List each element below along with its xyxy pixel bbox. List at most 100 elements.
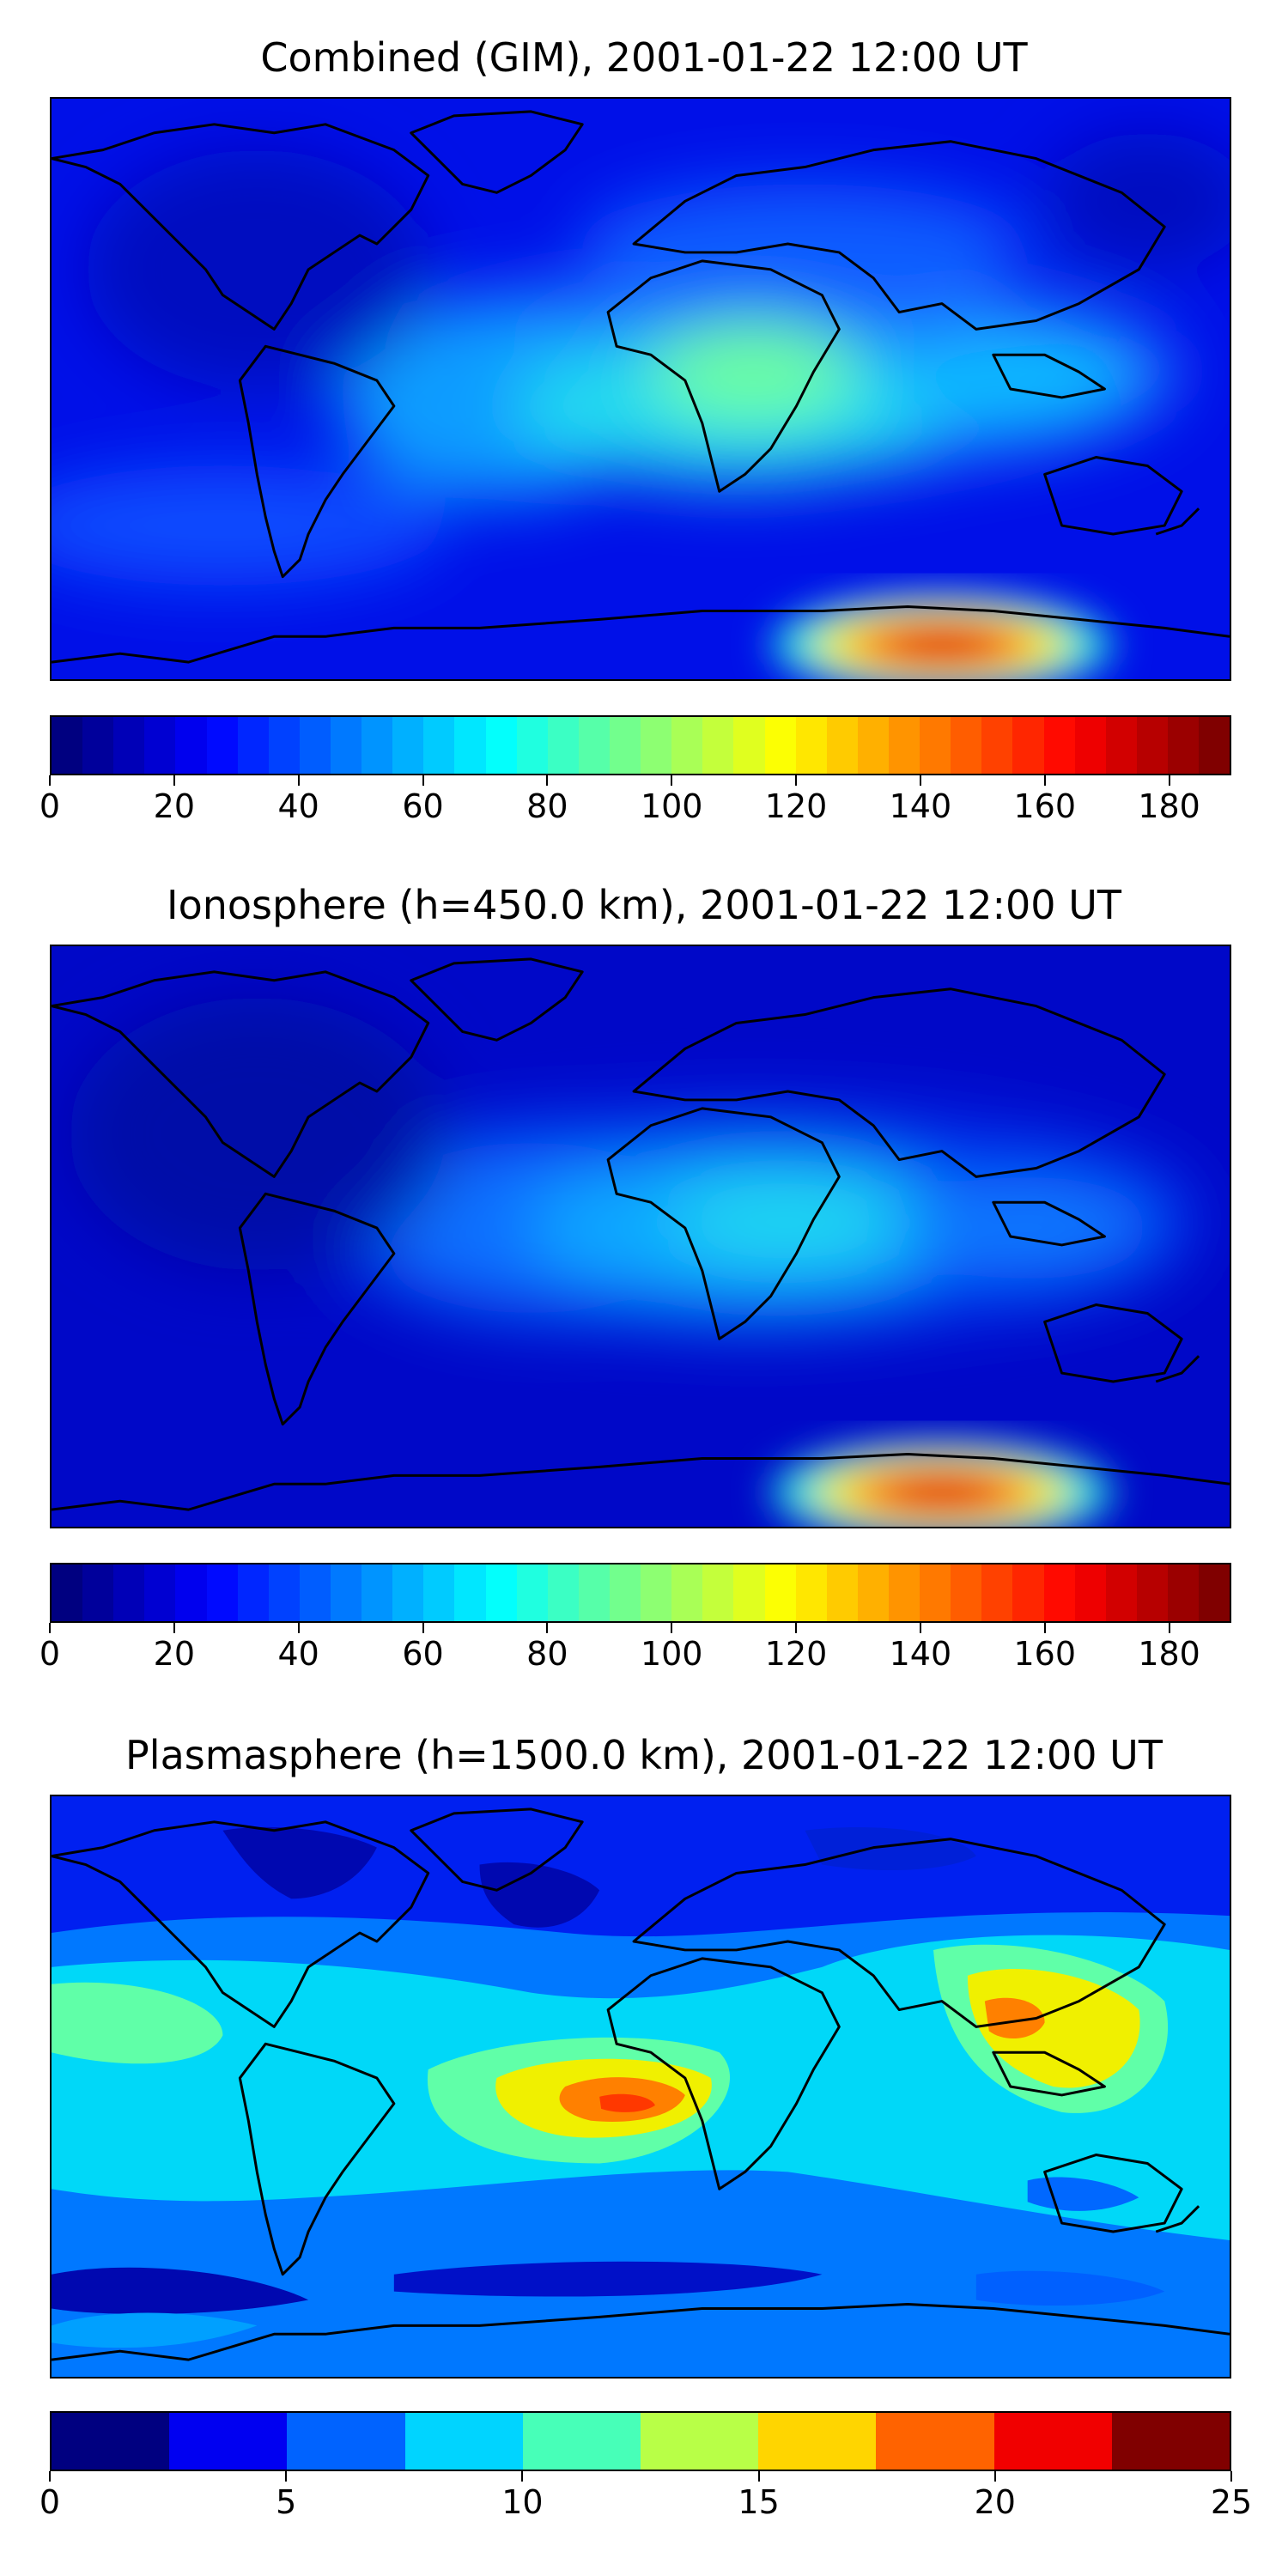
- colorbar-segment: [113, 717, 145, 774]
- colorbar-segment: [733, 717, 765, 774]
- colorbar-plasmasphere: [50, 2411, 1231, 2471]
- colorbar-segment: [702, 1564, 734, 1621]
- colorbar-segment: [423, 717, 455, 774]
- colorbar-segment: [287, 2413, 405, 2470]
- colorbar-tick-label: 60: [402, 1635, 444, 1673]
- colorbar-segment: [733, 1564, 765, 1621]
- colorbar-segment: [237, 717, 269, 774]
- colorbar-segment: [1105, 717, 1137, 774]
- colorbar-segment: [392, 1564, 424, 1621]
- colorbar-segment: [547, 717, 579, 774]
- colorbar-segment: [1074, 717, 1106, 774]
- colorbar-segment: [1111, 2413, 1230, 2470]
- colorbar-segment: [1012, 1564, 1044, 1621]
- colorbar-segment: [52, 2413, 170, 2470]
- colorbar-tick-label: 140: [889, 1635, 952, 1673]
- colorbar-segment: [857, 717, 889, 774]
- panel-title-ionosphere: Ionosphere (h=450.0 km), 2001-01-22 12:0…: [167, 882, 1121, 928]
- colorbar-segment: [392, 717, 424, 774]
- coastlines: [52, 110, 1230, 664]
- colorbar-segment: [82, 1564, 114, 1621]
- colorbar-tick-label: 20: [153, 787, 196, 825]
- colorbar-tick-label: 10: [501, 2483, 544, 2521]
- coastlines: [52, 1807, 1230, 2361]
- colorbar-tick-label: 120: [764, 1635, 828, 1673]
- colorbar-segment: [1074, 1564, 1106, 1621]
- map-ionosphere: [50, 945, 1231, 1528]
- colorbar-combined: [50, 715, 1231, 775]
- colorbar-segment: [547, 1564, 579, 1621]
- colorbar-tick: [1168, 775, 1170, 786]
- colorbar-segment: [1136, 1564, 1168, 1621]
- colorbar-segment: [1012, 717, 1044, 774]
- colorbar-tick-label: 140: [889, 787, 952, 825]
- map-plasmasphere-svg: [52, 1796, 1230, 2377]
- colorbar-tick-label: 120: [764, 787, 828, 825]
- colorbar-tick: [1043, 1623, 1046, 1633]
- colorbar-segment: [237, 1564, 269, 1621]
- colorbar-segment: [826, 717, 858, 774]
- colorbar-segment: [82, 717, 114, 774]
- colorbar-segment: [876, 2413, 994, 2470]
- colorbar-segment: [951, 717, 982, 774]
- colorbar-segment: [993, 2413, 1112, 2470]
- colorbar-tick-label: 20: [153, 1635, 196, 1673]
- colorbar-segment: [1199, 717, 1230, 774]
- colorbar-tick-label: 80: [526, 1635, 568, 1673]
- colorbar-tick-label: 160: [1013, 787, 1076, 825]
- colorbar-segment: [609, 1564, 641, 1621]
- colorbar-tick: [546, 775, 549, 786]
- colorbar-tick: [1043, 775, 1046, 786]
- colorbar-tick: [49, 775, 51, 786]
- colorbar-segment: [1105, 1564, 1137, 1621]
- colorbar-tick: [173, 1623, 175, 1633]
- colorbar-segment: [1167, 717, 1200, 774]
- map-combined: [50, 97, 1231, 681]
- colorbar-tick-label: 5: [276, 2483, 297, 2521]
- colorbar-tick: [521, 2471, 524, 2482]
- colorbar-segment: [206, 717, 238, 774]
- colorbar-tick: [297, 775, 300, 786]
- colorbar-segment: [702, 717, 734, 774]
- colorbar-segment: [1043, 717, 1075, 774]
- map-plasmasphere: [50, 1795, 1231, 2379]
- colorbar-segment: [268, 717, 300, 774]
- colorbar-tick-label: 25: [1210, 2483, 1253, 2521]
- colorbar-tick-label: 160: [1013, 1635, 1076, 1673]
- colorbar-segment: [641, 2413, 759, 2470]
- colorbar-tick-label: 60: [402, 787, 444, 825]
- panel-title-plasmasphere: Plasmasphere (h=1500.0 km), 2001-01-22 1…: [125, 1732, 1163, 1778]
- colorbar-segment: [169, 2413, 288, 2470]
- colorbar-tick-label: 100: [640, 787, 703, 825]
- colorbar-tick-label: 20: [974, 2483, 1016, 2521]
- colorbar-segment: [516, 1564, 548, 1621]
- colorbar-segment: [404, 2413, 523, 2470]
- colorbar-tick: [993, 2471, 996, 2482]
- map-ionosphere-svg: [52, 946, 1230, 1527]
- colorbar-segment: [641, 1564, 672, 1621]
- colorbar-segment: [299, 717, 331, 774]
- colorbar-segment: [454, 717, 486, 774]
- colorbar-tick: [919, 775, 921, 786]
- colorbar-tick: [1230, 2471, 1232, 2482]
- colorbar-tick: [546, 1623, 549, 1633]
- colorbar-segment: [888, 717, 920, 774]
- colorbar-tick-label: 0: [39, 1635, 61, 1673]
- colorbar-segment: [144, 1564, 176, 1621]
- colorbar-tick: [422, 1623, 424, 1633]
- colorbar-tick: [422, 775, 424, 786]
- colorbar-segment: [951, 1564, 982, 1621]
- colorbar-segment: [920, 1564, 951, 1621]
- colorbar-segment: [1136, 717, 1168, 774]
- colorbar-segment: [423, 1564, 455, 1621]
- colorbar-tick: [49, 2471, 51, 2482]
- colorbar-segment: [609, 717, 641, 774]
- colorbar-segment: [485, 717, 517, 774]
- colorbar-tick: [671, 775, 673, 786]
- colorbar-segment: [299, 1564, 331, 1621]
- colorbar-segment: [175, 717, 207, 774]
- colorbar-segment: [1199, 1564, 1230, 1621]
- colorbar-tick: [671, 1623, 673, 1633]
- colorbar-segment: [764, 1564, 796, 1621]
